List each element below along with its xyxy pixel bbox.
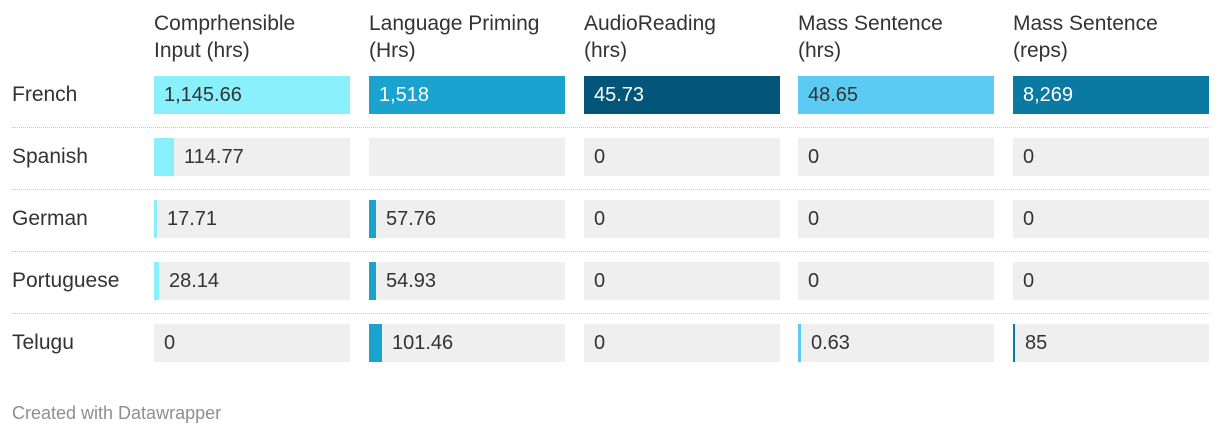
value-label: 28.14: [169, 270, 220, 292]
table-cell: 1,145.66: [154, 76, 350, 114]
value-label: 1,518: [379, 84, 430, 106]
table-cell: 85: [1013, 324, 1209, 362]
column-header-line: AudioReading: [584, 12, 716, 35]
row-label: Spanish: [12, 145, 88, 168]
table-cell: 0: [584, 324, 780, 362]
table-cell: 0: [1013, 262, 1209, 300]
value-label: 0.63: [811, 332, 850, 354]
table-cell: 0: [798, 262, 994, 300]
table-cell: 0: [1013, 200, 1209, 238]
value-label: 0: [808, 146, 820, 168]
table-cell: 17.71: [154, 200, 350, 238]
table-cell: 114.77: [154, 138, 350, 176]
table-cell: 101.46: [369, 324, 565, 362]
column-header-line: Mass Sentence: [1013, 12, 1158, 35]
value-label: 0: [594, 208, 606, 230]
value-label: 45.73: [594, 84, 645, 106]
row-separator: [12, 313, 1210, 314]
column-header-line: Input (hrs): [154, 39, 250, 62]
value-bar: [584, 76, 780, 114]
column-header: AudioReading (hrs): [584, 10, 794, 64]
value-bar: [154, 200, 157, 238]
row-separator: [12, 127, 1210, 128]
value-label: 0: [1023, 270, 1035, 292]
table-cell: 0.63: [798, 324, 994, 362]
footer-credit: Created with Datawrapper: [12, 403, 222, 423]
table-cell: 45.73: [584, 76, 780, 114]
table-cell: 57.76: [369, 200, 565, 238]
column-header-line: (reps): [1013, 39, 1068, 62]
table-cell: 8,269: [1013, 76, 1209, 114]
table-cell: 0: [1013, 138, 1209, 176]
column-header: Comprhensible Input (hrs): [154, 10, 364, 64]
row-separator: [12, 189, 1210, 190]
row-label: Telugu: [12, 331, 74, 354]
value-bar: [798, 324, 801, 362]
column-header-line: Mass Sentence: [798, 12, 943, 35]
column-header-line: (Hrs): [369, 39, 416, 62]
value-label: 114.77: [184, 146, 244, 168]
column-header: Mass Sentence (reps): [1013, 10, 1220, 64]
table-cell: 0: [154, 324, 350, 362]
table-cell: 0: [798, 138, 994, 176]
value-bar: [798, 76, 994, 114]
value-label: 1,145.66: [164, 84, 242, 106]
value-bar: [369, 76, 565, 114]
column-header: Mass Sentence (hrs): [798, 10, 1008, 64]
table-cell: 0: [798, 200, 994, 238]
value-label: 0: [164, 332, 176, 354]
value-label: 57.76: [386, 208, 437, 230]
value-bar: [369, 200, 376, 238]
value-label: 54.93: [386, 270, 437, 292]
value-label: 85: [1025, 332, 1048, 354]
value-label: 0: [808, 208, 820, 230]
value-label: 8,269: [1023, 84, 1074, 106]
table-cell: 28.14: [154, 262, 350, 300]
value-bar: [369, 324, 382, 362]
table-cell: 0: [584, 200, 780, 238]
table-cell: 48.65: [798, 76, 994, 114]
value-label: 0: [594, 270, 606, 292]
column-header-line: Language Priming: [369, 12, 540, 35]
column-header-line: Comprhensible: [154, 12, 296, 35]
value-bar: [154, 262, 159, 300]
value-label: 0: [594, 146, 606, 168]
row-label: Portuguese: [12, 269, 120, 292]
value-label: 17.71: [167, 208, 218, 230]
column-header-line: (hrs): [798, 39, 842, 62]
value-bar: [154, 138, 174, 176]
table-cell: 0: [584, 262, 780, 300]
value-label: 48.65: [808, 84, 859, 106]
table-cell: 0: [584, 138, 780, 176]
value-label: 101.46: [392, 332, 454, 354]
table-cell: [369, 138, 565, 176]
value-label: 0: [808, 270, 820, 292]
value-label: 0: [594, 332, 606, 354]
value-bar: [1013, 76, 1209, 114]
column-header: Language Priming (Hrs): [369, 10, 579, 64]
value-label: 0: [1023, 146, 1035, 168]
bar-table-chart: Comprhensible Input (hrs) Language Priming…: [12, 10, 1220, 362]
column-header-line: (hrs): [584, 39, 628, 62]
value-bar: [1013, 324, 1015, 362]
table-cell: 1,518: [369, 76, 565, 114]
row-label: French: [12, 83, 78, 106]
value-label: 0: [1023, 208, 1035, 230]
value-bar: [369, 262, 376, 300]
row-separator: [12, 251, 1210, 252]
value-bar: [154, 76, 350, 114]
table-cell: 54.93: [369, 262, 565, 300]
row-label: German: [12, 207, 88, 230]
